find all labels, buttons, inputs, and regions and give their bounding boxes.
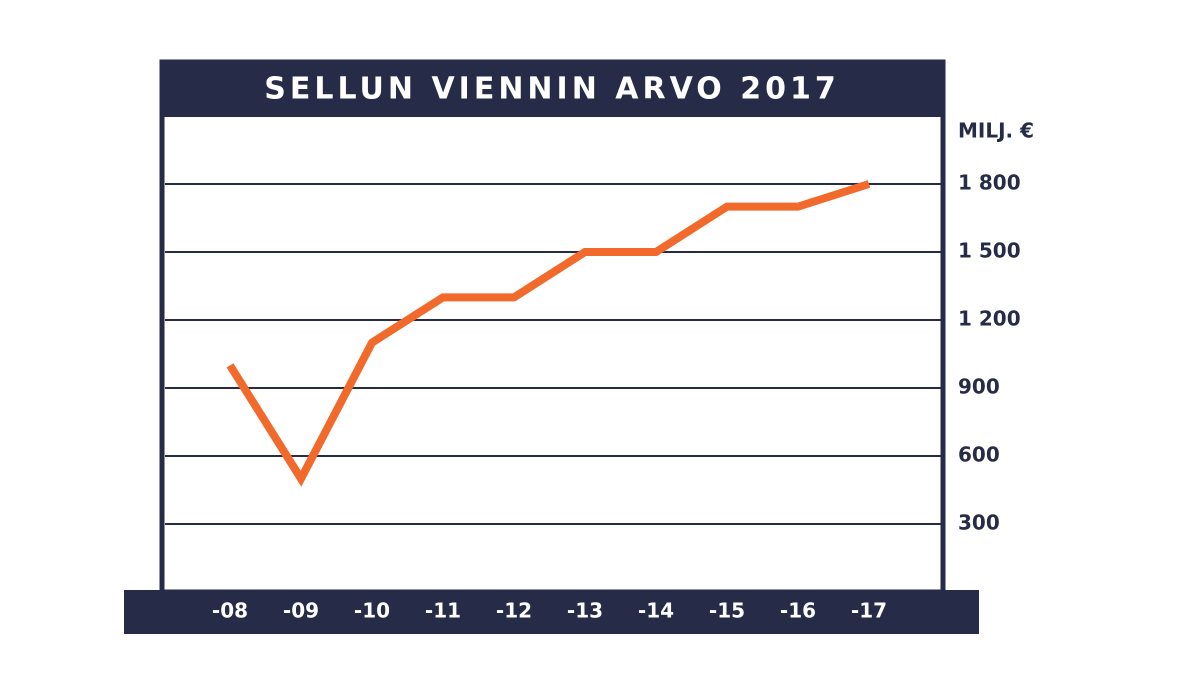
chart-title: SELLUN VIENNIN ARVO 2017 <box>264 72 839 107</box>
x-tick-label: -10 <box>354 599 390 623</box>
y-tick-label: 300 <box>958 511 1000 535</box>
y-tick-label: 1 800 <box>958 171 1021 195</box>
plot-frame <box>159 59 946 595</box>
y-tick-label: 900 <box>958 375 1000 399</box>
x-tick-label: -17 <box>851 599 887 623</box>
y-axis-label: MILJ. € <box>958 119 1034 143</box>
y-tick-label: 1 200 <box>958 307 1021 331</box>
x-tick-label: -11 <box>425 599 461 623</box>
title-bar <box>160 60 945 117</box>
x-tick-label: -12 <box>496 599 532 623</box>
x-tick-label: -15 <box>709 599 745 623</box>
x-axis-bar <box>124 590 979 634</box>
x-tick-label: -08 <box>212 599 248 623</box>
y-tick-label: 1 500 <box>958 239 1021 263</box>
x-tick-label: -14 <box>638 599 674 623</box>
y-tick-label: 600 <box>958 443 1000 467</box>
x-tick-label: -13 <box>567 599 603 623</box>
x-tick-label: -16 <box>780 599 816 623</box>
x-tick-label: -09 <box>283 599 319 623</box>
data-line <box>226 180 871 487</box>
